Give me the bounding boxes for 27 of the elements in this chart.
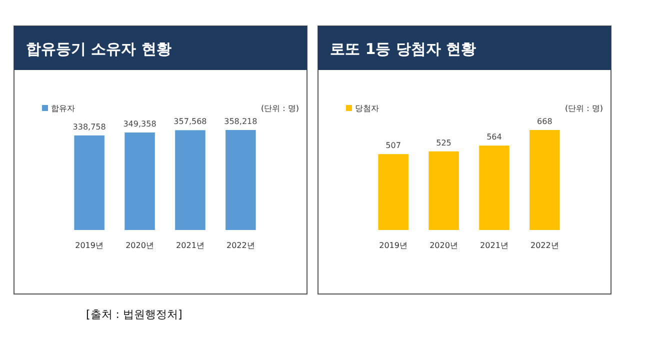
data-label: 338,758 (72, 122, 106, 132)
x-tick-label: 2022년 (226, 241, 255, 250)
x-tick-label: 2022년 (530, 241, 559, 250)
chart-title: 로또 1등 당첨자 현황 (330, 40, 476, 58)
x-tick-label: 2019년 (75, 241, 104, 250)
data-label: 525 (436, 138, 452, 148)
x-tick-label: 2021년 (480, 241, 508, 250)
data-label: 357,568 (174, 117, 207, 126)
data-label: 349,358 (123, 119, 156, 128)
legend-label: 당첨자 (355, 104, 379, 113)
x-tick-label: 2019년 (379, 241, 408, 250)
x-tick-label: 2020년 (430, 241, 458, 250)
data-label: 668 (537, 117, 552, 126)
legend-label: 합유자 (51, 104, 75, 113)
x-tick-label: 2020년 (126, 241, 154, 250)
data-label: 564 (486, 132, 502, 142)
bar (530, 130, 560, 230)
bar (378, 154, 408, 230)
text: (단위 : 명) (564, 104, 603, 113)
data-label: 358,218 (224, 117, 258, 126)
data-label: 507 (386, 141, 401, 150)
chart-title: 합유등기 소유자 현황 (26, 40, 172, 58)
text: (단위 : 명) (260, 104, 299, 113)
bar (479, 146, 510, 230)
bar (428, 151, 459, 230)
text: [출처 : 법원행정처] (86, 308, 182, 321)
x-tick-label: 2021년 (176, 241, 204, 250)
